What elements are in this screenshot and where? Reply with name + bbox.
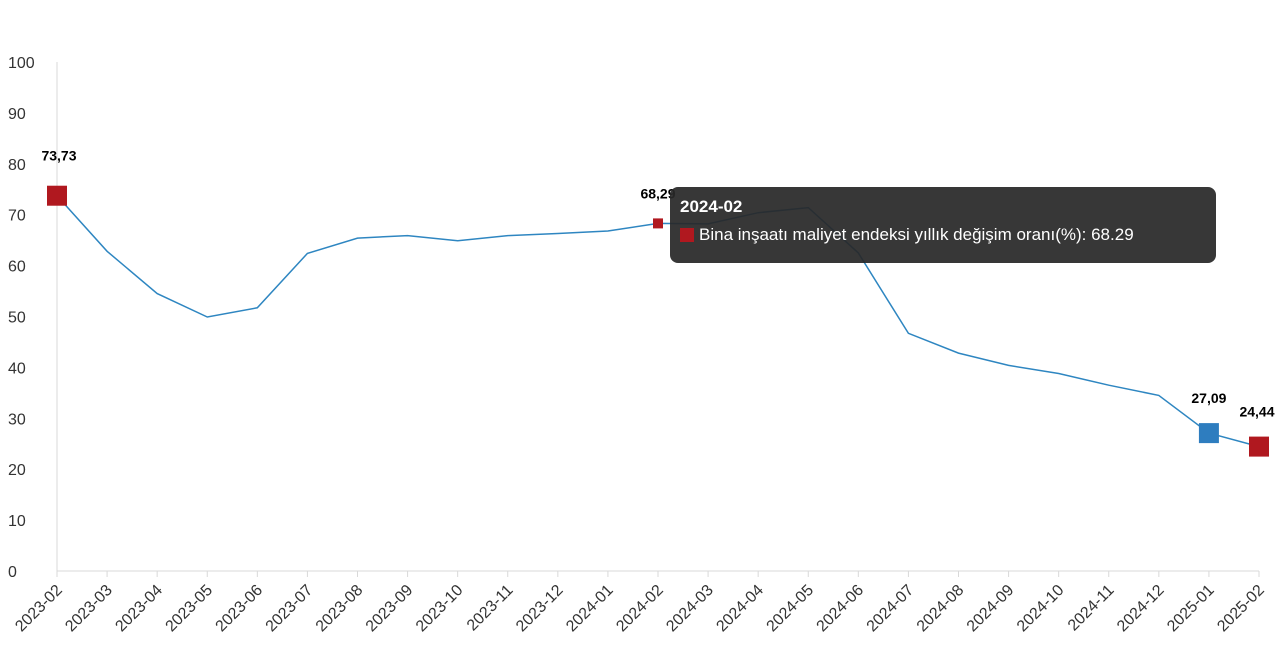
marker-2025-02[interactable]: [1249, 436, 1269, 457]
tooltip-row: Bina inşaatı maliyet endeksi yıllık deği…: [680, 225, 1206, 245]
x-tick-label: 2024-06: [814, 582, 868, 636]
marker-2025-01[interactable]: [1198, 423, 1219, 444]
x-tick-label: 2024-10: [1014, 582, 1068, 636]
data-label: 24,44: [1239, 404, 1274, 420]
y-tick-label: 100: [8, 55, 35, 72]
tooltip-text: Bina inşaatı maliyet endeksi yıllık deği…: [699, 225, 1134, 244]
y-tick-label: 80: [8, 157, 26, 174]
y-tick-label: 70: [8, 208, 26, 225]
x-tick-label: 2023-02: [12, 582, 66, 636]
x-tick-label: 2023-05: [163, 582, 217, 636]
x-tick-label: 2023-11: [464, 582, 517, 635]
x-tick-label: 2024-09: [964, 582, 1018, 636]
y-tick-label: 0: [8, 564, 17, 581]
data-label: 27,09: [1191, 390, 1226, 406]
x-tick-label: 2023-09: [363, 582, 417, 636]
marker-2023-02[interactable]: [47, 185, 67, 206]
x-tick-label: 2025-02: [1214, 582, 1268, 636]
y-tick-label: 10: [8, 513, 26, 530]
marker-2024-02[interactable]: [653, 218, 663, 229]
y-tick-label: 60: [8, 259, 26, 276]
x-tick-label: 2023-08: [313, 582, 367, 636]
y-tick-label: 50: [8, 310, 26, 327]
y-axis: 0 10 20 30 40 50 60 70 80 90 100: [8, 55, 35, 581]
chart-tooltip: 2024-02 Bina inşaatı maliyet endeksi yıl…: [670, 187, 1216, 263]
x-tick-label: 2023-10: [413, 582, 467, 636]
y-tick-label: 40: [8, 360, 26, 377]
x-tick-label: 2024-08: [914, 582, 968, 636]
x-tick-label: 2024-05: [764, 582, 818, 636]
tooltip-series-swatch: [680, 228, 694, 242]
x-tick-label: 2024-11: [1065, 582, 1118, 635]
x-tick-label: 2023-12: [513, 582, 567, 636]
series-markers[interactable]: [47, 185, 1269, 457]
data-labels: 73,73 68,29 27,09 24,44: [41, 148, 1274, 420]
x-tick-label: 2024-12: [1114, 582, 1168, 636]
x-tick-label: 2024-01: [563, 582, 617, 636]
y-tick-label: 90: [8, 106, 26, 123]
x-axis: 2023-022023-032023-042023-052023-062023-…: [12, 571, 1268, 635]
x-tick-label: 2024-07: [864, 582, 918, 636]
x-tick-label: 2024-03: [663, 582, 717, 636]
x-tick-label: 2024-02: [613, 582, 667, 636]
data-label: 73,73: [41, 148, 76, 164]
x-tick-label: 2024-04: [713, 582, 767, 636]
y-tick-label: 30: [8, 411, 26, 428]
data-label: 68,29: [640, 185, 675, 201]
x-tick-label: 2023-06: [213, 582, 267, 636]
x-tick-label: 2025-01: [1164, 582, 1218, 636]
tooltip-title: 2024-02: [680, 197, 743, 216]
x-tick-label: 2023-03: [62, 582, 116, 636]
y-tick-label: 20: [8, 462, 26, 479]
x-tick-label: 2023-07: [263, 582, 317, 636]
x-tick-label: 2023-04: [112, 582, 166, 636]
